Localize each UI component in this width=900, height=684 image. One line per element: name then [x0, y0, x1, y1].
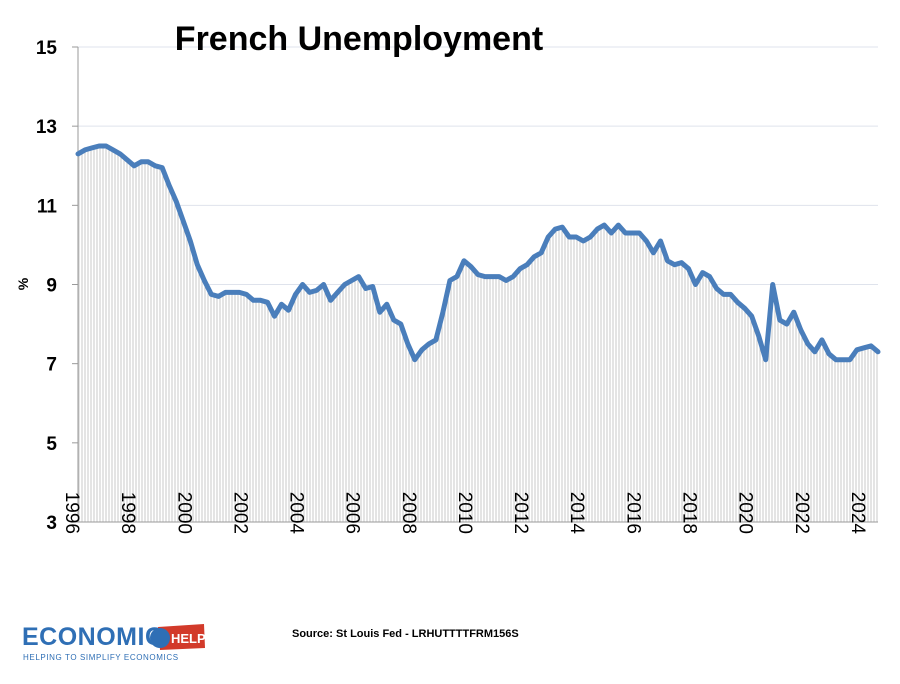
x-tick-label: 2008: [398, 492, 419, 534]
economics-help-logo: ECONOMICS HELP HELPING TO SIMPLIFY ECONO…: [22, 623, 206, 662]
series-line-path: [75, 143, 881, 363]
y-tick-label: 9: [46, 276, 57, 297]
x-tick-label: 2000: [173, 492, 194, 534]
x-tick-label: 2014: [566, 492, 587, 535]
x-tick-label: 2024: [847, 492, 868, 535]
logo-tagline: HELPING TO SIMPLIFY ECONOMICS: [23, 653, 179, 662]
x-tick-label: 2002: [229, 492, 250, 534]
x-tick-label: 2020: [735, 492, 756, 534]
y-tick-labels: 15 13 11 9 7 5 3: [36, 38, 58, 534]
x-tick-label: 2006: [342, 492, 363, 534]
y-tick-label: 5: [46, 434, 57, 455]
x-tick-label: 1996: [61, 492, 82, 534]
series-line: [75, 143, 881, 363]
y-tick-label: 3: [46, 513, 57, 534]
chart-title: French Unemployment: [175, 20, 543, 58]
x-tick-label: 2016: [622, 492, 643, 534]
axes: [72, 46, 878, 523]
x-tick-labels: 1996 1998 2000 2002 2004 2006 2008 2010 2012 2014…: [61, 492, 868, 535]
y-tick-label: 11: [37, 196, 58, 217]
y-axis-label: %: [15, 277, 31, 290]
x-tick-label: 2010: [454, 492, 475, 534]
y-tick-label: 7: [46, 355, 57, 376]
svg-text:HELP: HELP: [171, 631, 206, 646]
source-note: Source: St Louis Fed - LRHUTTTTFRM156S: [292, 628, 519, 640]
y-tick-label: 15: [36, 38, 58, 59]
x-tick-label: 2022: [791, 492, 812, 534]
area-fill: [78, 146, 878, 522]
x-tick-label: 2012: [510, 492, 531, 534]
logo-badge: HELP: [150, 624, 206, 650]
y-tick-label: 13: [36, 117, 57, 138]
x-tick-label: 2018: [679, 492, 700, 534]
area-fill-path: [78, 146, 878, 522]
x-tick-label: 1998: [117, 492, 138, 534]
x-tick-label: 2004: [286, 492, 307, 535]
